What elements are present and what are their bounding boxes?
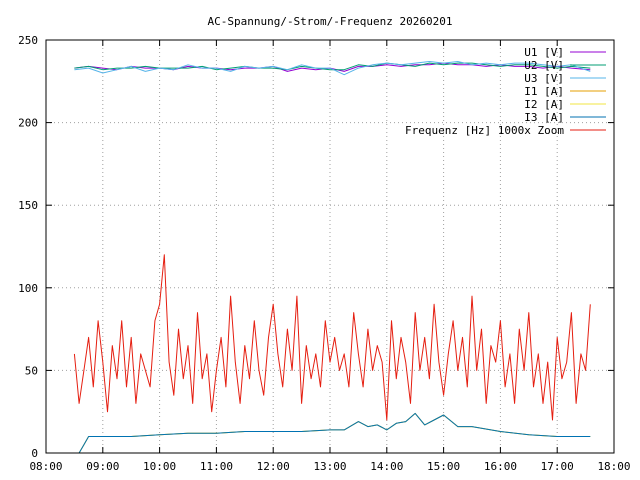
y-tick-label: 150 <box>18 199 38 212</box>
x-tick-label: 08:00 <box>29 460 62 473</box>
legend-label: U2 [V] <box>524 59 564 72</box>
x-tick-label: 11:00 <box>200 460 233 473</box>
x-tick-label: 14:00 <box>370 460 403 473</box>
x-tick-label: 09:00 <box>86 460 119 473</box>
grid <box>46 40 614 453</box>
legend-label: I2 [A] <box>524 98 564 111</box>
x-tick-label: 18:00 <box>597 460 630 473</box>
y-tick-label: 250 <box>18 34 38 47</box>
x-tick-label: 10:00 <box>143 460 176 473</box>
y-tick-label: 50 <box>25 364 38 377</box>
y-tick-label: 200 <box>18 117 38 130</box>
x-tick-label: 16:00 <box>484 460 517 473</box>
series-line-3 <box>74 61 591 76</box>
legend-label: I1 [A] <box>524 85 564 98</box>
x-tick-label: 15:00 <box>427 460 460 473</box>
series-line-7 <box>73 254 591 421</box>
legend-label: Frequenz [Hz] 1000x Zoom <box>405 124 564 137</box>
series-layer <box>73 61 591 454</box>
legend-label: I3 [A] <box>524 111 564 124</box>
legend-label: U3 [V] <box>524 72 564 85</box>
legend: U1 [V]U2 [V]U3 [V]I1 [A]I2 [A]I3 [A]Freq… <box>405 46 606 137</box>
y-tick-label: 0 <box>31 447 38 460</box>
chart-title: AC-Spannung/-Strom/-Frequenz 20260201 <box>207 15 452 28</box>
x-tick-label: 12:00 <box>257 460 290 473</box>
x-tick-label: 13:00 <box>313 460 346 473</box>
axis-ticks: 08:00 09:00 10:00 11:00 12:00 13:00 14:00 15:00… <box>18 34 630 473</box>
series-line-6 <box>78 412 591 454</box>
x-tick-label: 17:00 <box>541 460 574 473</box>
y-tick-label: 100 <box>18 282 38 295</box>
legend-label: U1 [V] <box>524 46 564 59</box>
